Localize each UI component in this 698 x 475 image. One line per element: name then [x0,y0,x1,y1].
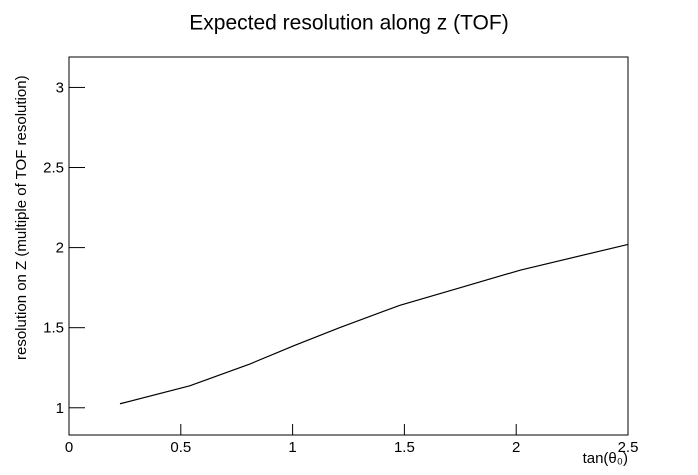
chart-title: Expected resolution along z (TOF) [189,12,508,35]
x-tick-label: 0.5 [170,439,191,456]
x-tick-label: 2.5 [618,439,639,456]
x-tick-label: 1 [288,439,296,456]
data-line [119,243,629,405]
y-tick-label: 3 [56,79,64,96]
plot-frame [68,56,629,436]
x-tick-label: 1.5 [394,439,415,456]
x-axis-title: tan(θ₀) [583,450,628,467]
y-tick-label: 1.5 [43,320,64,337]
y-axis-title: resolution on Z (multiple of TOF resolut… [13,75,30,360]
y-tick-label: 2.5 [43,160,64,177]
x-tick-label: 0 [65,439,73,456]
x-tick-label: 2 [512,439,520,456]
y-tick-label: 1 [56,400,64,417]
y-tick-label: 2 [56,240,64,257]
